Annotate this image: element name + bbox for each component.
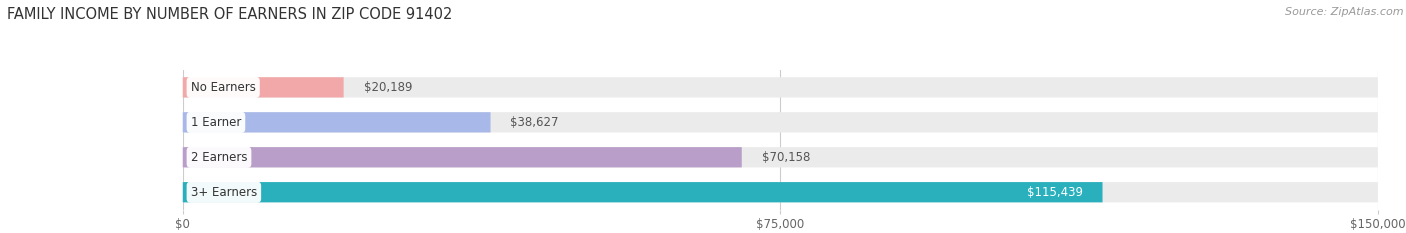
FancyBboxPatch shape	[183, 182, 1378, 202]
Text: FAMILY INCOME BY NUMBER OF EARNERS IN ZIP CODE 91402: FAMILY INCOME BY NUMBER OF EARNERS IN ZI…	[7, 7, 453, 22]
Text: $20,189: $20,189	[364, 81, 412, 94]
Text: 3+ Earners: 3+ Earners	[191, 186, 257, 199]
Text: $38,627: $38,627	[510, 116, 560, 129]
Text: Source: ZipAtlas.com: Source: ZipAtlas.com	[1285, 7, 1403, 17]
Text: 1 Earner: 1 Earner	[191, 116, 240, 129]
FancyBboxPatch shape	[183, 112, 491, 132]
Text: $115,439: $115,439	[1026, 186, 1083, 199]
FancyBboxPatch shape	[183, 147, 742, 168]
FancyBboxPatch shape	[183, 182, 1102, 202]
Text: 2 Earners: 2 Earners	[191, 151, 247, 164]
FancyBboxPatch shape	[183, 147, 1378, 168]
FancyBboxPatch shape	[183, 77, 1378, 97]
Text: No Earners: No Earners	[191, 81, 256, 94]
FancyBboxPatch shape	[183, 77, 343, 97]
Text: $70,158: $70,158	[762, 151, 810, 164]
FancyBboxPatch shape	[183, 112, 1378, 132]
